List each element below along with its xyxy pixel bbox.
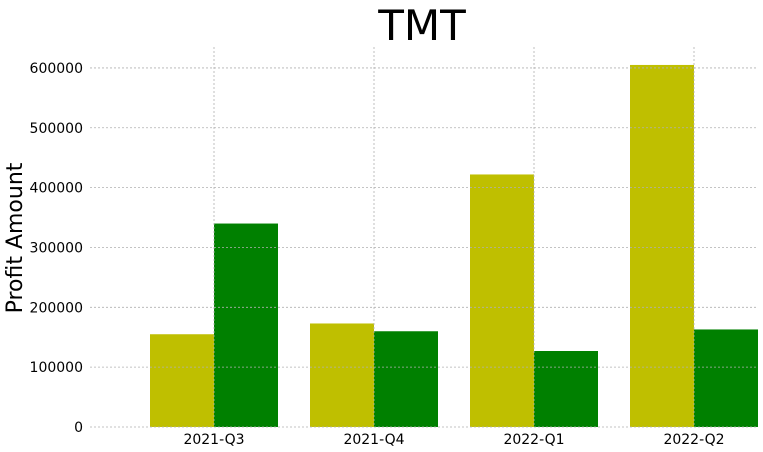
y-tick-label: 300000 <box>30 240 83 256</box>
bars <box>150 64 758 427</box>
x-tick-label: 2022-Q2 <box>663 432 724 448</box>
y-tick-label: 0 <box>74 420 83 436</box>
bar-series-2 <box>214 223 278 427</box>
y-tick-label: 600000 <box>30 61 83 77</box>
bar-series-1 <box>150 334 214 427</box>
x-tick-label: 2021-Q4 <box>343 432 404 448</box>
bar-series-1 <box>470 174 534 427</box>
y-tick-label: 500000 <box>30 121 83 137</box>
bar-series-1 <box>310 323 374 427</box>
x-tick-labels: 2021-Q3 2021-Q4 2022-Q1 2022-Q2 <box>183 432 724 448</box>
y-tick-label: 400000 <box>30 181 83 197</box>
bar-series-2 <box>534 351 598 427</box>
bar-series-2 <box>374 331 438 427</box>
x-tick-label: 2022-Q1 <box>503 432 564 448</box>
chart-title: TMT <box>377 1 466 50</box>
grid-lines <box>90 47 757 428</box>
x-tick-label: 2021-Q3 <box>183 432 244 448</box>
y-tick-label: 200000 <box>30 300 83 316</box>
y-tick-label: 100000 <box>30 360 83 376</box>
y-axis-label: Profit Amount <box>3 162 28 313</box>
bar-series-1 <box>630 64 694 427</box>
y-tick-labels: 0 100000 200000 300000 400000 500000 600000 <box>30 61 83 436</box>
bar-series-2 <box>694 329 758 427</box>
